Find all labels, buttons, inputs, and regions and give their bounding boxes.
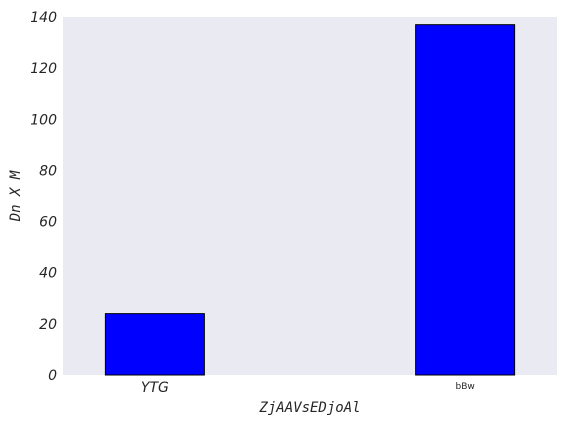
bars-layer xyxy=(104,24,516,376)
y-tick-label: 140 xyxy=(30,10,57,26)
x-tick-labels: YTG bBw xyxy=(141,380,475,396)
x-tick-label: bBw xyxy=(455,382,474,392)
y-tick-label: 120 xyxy=(30,61,57,77)
y-tick-label: 0 xyxy=(48,368,57,384)
y-tick-labels: 0 20 40 60 80 100 120 140 xyxy=(30,10,57,384)
y-axis-label: Dn X M xyxy=(8,170,24,222)
y-tick-label: 20 xyxy=(39,317,57,333)
y-tick-label: 60 xyxy=(39,215,57,231)
y-tick-label: 100 xyxy=(30,112,57,128)
y-tick-label: 80 xyxy=(39,163,57,179)
x-tick-label: YTG xyxy=(141,380,169,396)
bar-ytg xyxy=(104,313,205,376)
y-tick-label: 40 xyxy=(39,266,57,282)
x-axis-label: ZjAAVsEDjoAl xyxy=(258,400,360,416)
bar-bbw xyxy=(415,24,516,376)
